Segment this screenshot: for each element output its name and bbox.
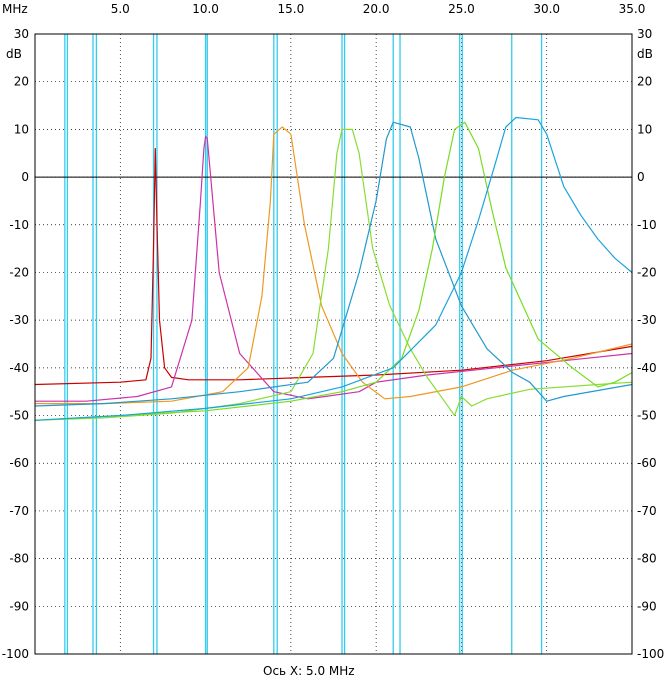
series-line [34,116,633,421]
y-tick-label-left: -30 [9,313,29,327]
y-tick-label-right: -70 [637,504,657,518]
y-tick-label-right: -30 [637,313,657,327]
y-tick-label-left: -90 [9,599,29,613]
y-tick-label-left: -80 [9,552,29,566]
y-unit-label-right: dB [637,47,653,61]
x-axis-title: Ось X: 5.0 MHz [263,664,355,678]
x-tick-label: 15.0 [277,2,304,16]
y-tick-label-right: -60 [637,456,657,470]
y-tick-label-left: -10 [9,218,29,232]
y-tick-label-left: -50 [9,409,29,423]
y-tick-label-left: -70 [9,504,29,518]
y-tick-label-left: -40 [9,361,29,375]
y-tick-label-left: -100 [2,647,29,661]
x-tick-label: 35.0 [619,2,646,16]
x-tick-label: 25.0 [448,2,475,16]
series-line [35,135,633,402]
series-line [34,121,633,407]
y-tick-label-left: 30 [14,27,29,41]
series-line [34,147,633,386]
y-tick-label-left: 0 [21,170,29,184]
y-tick-label-right: 10 [637,122,652,136]
series-line [34,128,633,421]
y-unit-label-left: dB [6,47,22,61]
y-tick-label-right: -80 [637,552,657,566]
x-tick-label: 5.0 [111,2,130,16]
y-tick-label-left: 20 [14,75,29,89]
plot-frame [34,33,633,655]
x-tick-label: 10.0 [192,2,219,16]
y-tick-label-right: -90 [637,599,657,613]
y-tick-label-left: 10 [14,122,29,136]
y-tick-label-right: -10 [637,218,657,232]
y-tick-label-right: 30 [637,27,652,41]
y-tick-label-left: -20 [9,265,29,279]
y-tick-label-right: -50 [637,409,657,423]
y-tick-label-right: 20 [637,75,652,89]
y-tick-label-right: -100 [637,647,664,661]
series-line [35,126,633,405]
x-tick-label: 20.0 [363,2,390,16]
x-tick-label: 30.0 [533,2,560,16]
y-tick-label-right: 0 [637,170,645,184]
y-tick-label-right: -40 [637,361,657,375]
x-unit-label-left: MHz [2,2,28,16]
series-line [34,121,633,421]
y-tick-label-left: -60 [9,456,29,470]
y-tick-label-right: -20 [637,265,657,279]
